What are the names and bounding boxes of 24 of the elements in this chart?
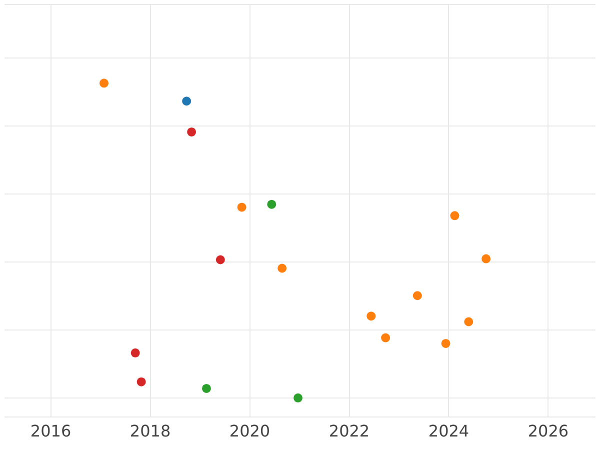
point [136, 377, 146, 386]
x-tick-label: 2020 [229, 422, 270, 441]
point [278, 264, 287, 273]
point [294, 393, 303, 402]
point [381, 333, 390, 342]
point [412, 291, 422, 300]
point [182, 96, 192, 106]
point [216, 255, 225, 264]
point [99, 78, 108, 88]
point [366, 312, 376, 321]
x-tick-label: 2018 [130, 422, 171, 441]
x-tick-label: 2016 [30, 422, 72, 441]
point [187, 127, 196, 136]
point [464, 317, 474, 326]
point [482, 254, 491, 264]
point [441, 338, 450, 348]
x-tick-label: 2024 [428, 422, 470, 441]
x-tick-label: 2026 [528, 422, 569, 441]
x-tick-label: 2022 [328, 422, 370, 441]
point [130, 348, 140, 358]
point [202, 384, 211, 393]
point [450, 211, 460, 220]
point [267, 200, 276, 209]
point [237, 202, 246, 212]
